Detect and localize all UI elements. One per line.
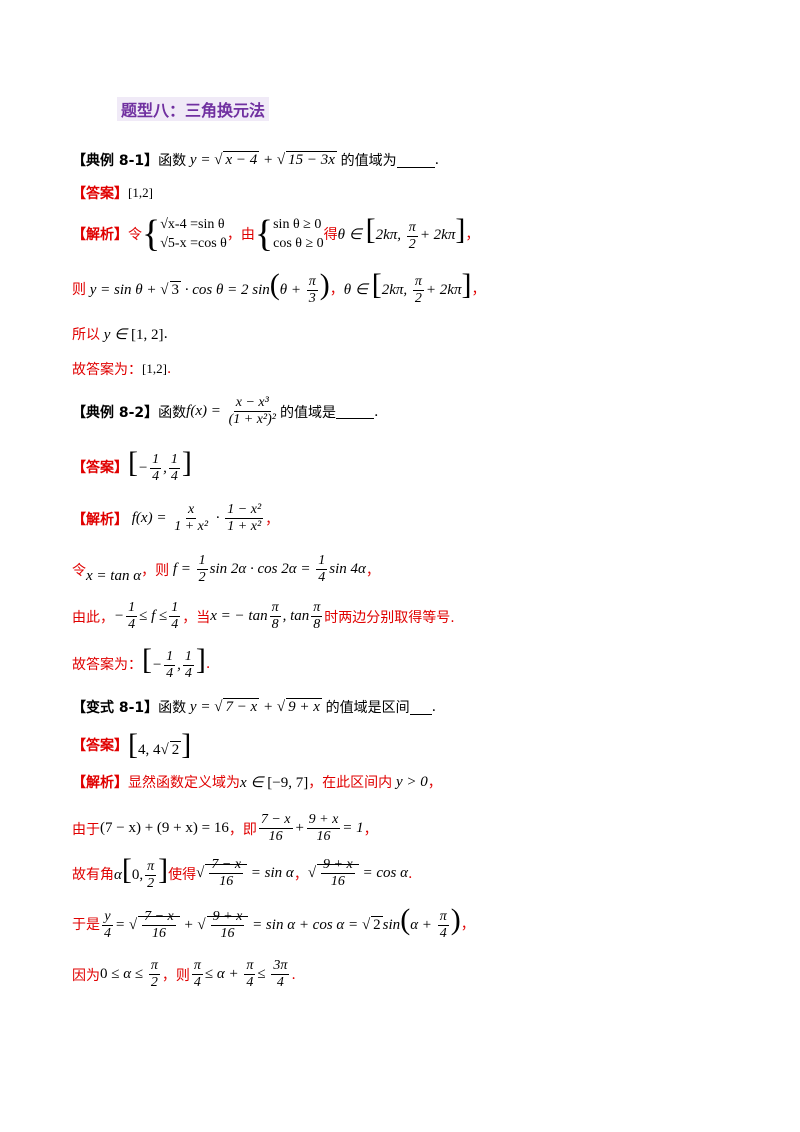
solution-8-1-final: 故答案为： [1,2]. xyxy=(72,361,172,378)
section-title: 题型八：三角换元法 xyxy=(117,97,270,121)
solution-8-1-line3: 所以 y ∈ [1, 2]. xyxy=(72,326,168,343)
variant-8-1: 【变式 8-1】 函数 y = √ 7 − x + √ 9 + x 的值域是区间. xyxy=(72,697,437,716)
example-8-1: 【典例 8-1】 函数 y = √ x − 4 + √ 15 − 3x 的值域为. xyxy=(72,150,440,169)
equation-system: {√x-4 =sin θ √5-x =cos θ xyxy=(142,213,227,255)
solution-8-2-line2: 令 x = tan α ，则 f = 1 2 sin 2α · cos 2α = 1… xyxy=(72,553,380,585)
answer-8-1: 【答案】 [1,2] xyxy=(72,185,153,202)
example-tag: 【典例 8-1】 xyxy=(72,153,159,169)
answer-8-2: 【答案】 [− 1 4, 1 4] xyxy=(72,446,192,485)
answer-variant: 【答案】 [4, 4√ 2] xyxy=(72,728,192,761)
solution-variant-line2: 由于 (7 − x) + (9 + x) = 16 ，即 7 − x 16 +9 +… xyxy=(72,812,378,844)
example-8-2: 【典例 8-2】 函数 f(x) = x − x³ (1 + x²)² 的值域是. xyxy=(72,395,379,427)
solution-8-2-line3: 由此， −1 4 ≤ f ≤1 4 ，当 x = − tan π 8, tan π 8 时两边… xyxy=(72,600,455,632)
answer-blank xyxy=(396,153,435,168)
formula: y = √ x − 4 + √ 15 − 3x xyxy=(186,150,337,168)
solution-variant-line4: 于是 y 4 = √ 7 − x 16 + √ 9 + x 16 = sin α + cos… xyxy=(72,903,475,942)
inequality-system: {sin θ ≥ 0 cos θ ≥ 0 xyxy=(254,213,324,255)
solution-8-1-line1: 【解析】 令 {√x-4 =sin θ √5-x =cos θ ，由 {sin θ… xyxy=(72,213,480,255)
solution-variant-line1: 【解析】 显然函数定义域为 x ∈ [−9, 7] ，在此区间内 y > 0， xyxy=(72,773,442,792)
solution-8-2-final: 故答案为： [− 1 4, 1 4]. xyxy=(72,643,211,682)
solution-8-1-line2: 则 y = sin θ + √ 3 · cos θ = 2 sin(θ + π 3)… xyxy=(72,268,486,307)
